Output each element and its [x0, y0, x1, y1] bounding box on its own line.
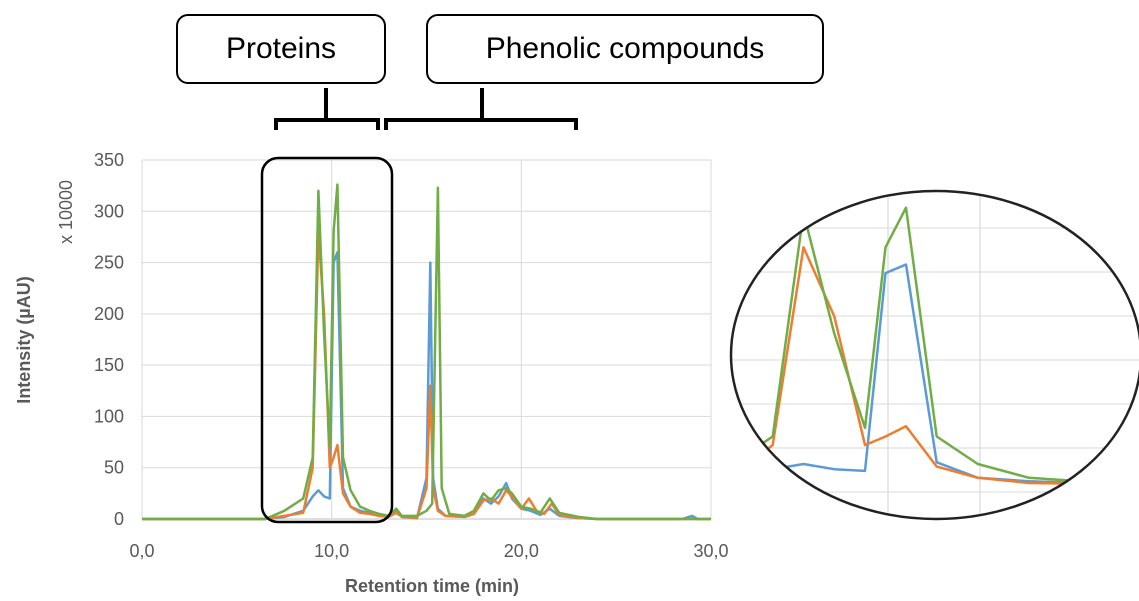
y-tick-label: 150: [94, 355, 124, 375]
y-tick-label: 250: [94, 253, 124, 273]
y-tick-label: 350: [94, 150, 124, 170]
y-tick-label: 0: [114, 509, 124, 529]
y-tick-labels: 0 50 100 150 200 250 300 350: [94, 150, 124, 529]
y-tick-label: 200: [94, 304, 124, 324]
y-axis-title: Intensity (µAU): [14, 276, 34, 403]
phenolic-bracket: [386, 88, 576, 130]
y-tick-label: 300: [94, 201, 124, 221]
x-tick-label: 20,0: [504, 541, 539, 561]
series-line-2: [142, 232, 711, 519]
y-multiplier-label: x 10000: [56, 180, 76, 244]
x-tick-label: 0,0: [129, 541, 154, 561]
x-tick-label: 30,0: [693, 541, 728, 561]
proteins-bracket: [276, 88, 378, 130]
chart-series: [142, 185, 711, 519]
y-tick-label: 50: [104, 458, 124, 478]
x-tick-label: 10,0: [314, 541, 349, 561]
zoom-inset: [722, 191, 1139, 536]
y-tick-label: 100: [94, 406, 124, 426]
x-axis-title: Retention time (min): [345, 576, 519, 596]
x-tick-labels: 0,0 10,0 20,0 30,0: [129, 541, 728, 561]
